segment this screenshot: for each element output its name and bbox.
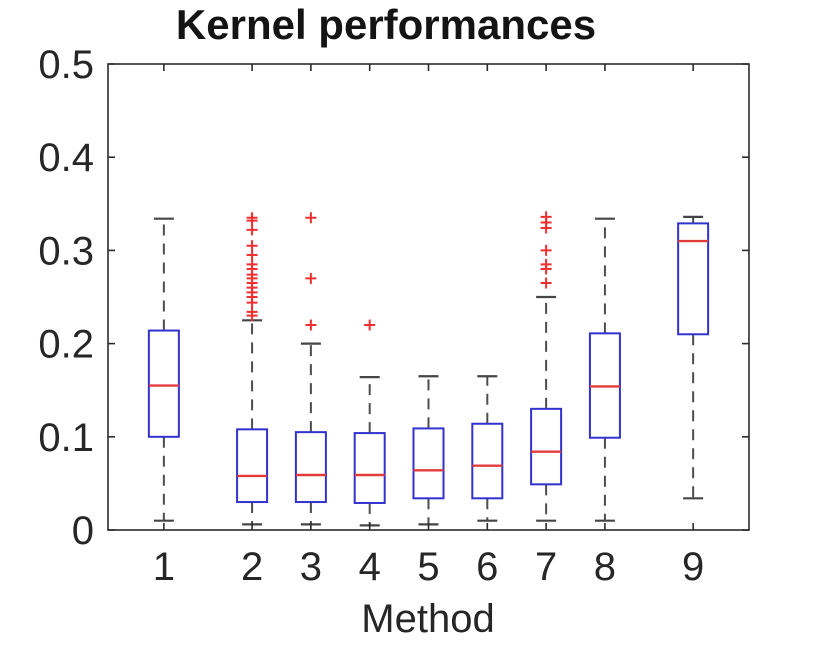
outlier-marker [246,249,258,261]
x-tick-label: 6 [476,545,498,589]
box-group-1 [147,217,180,522]
chart-title: Kernel performances [175,1,597,48]
outlier-marker [540,222,552,234]
x-tick-label: 7 [535,545,557,589]
iqr-box [294,431,327,504]
iqr-box [353,432,386,504]
box-group-7 [530,211,563,522]
outlier-marker [246,240,258,252]
y-tick-label: 0.3 [38,229,94,273]
x-axis-label: Method [361,597,495,641]
iqr-box [471,422,504,500]
x-tick-label: 8 [594,545,616,589]
outlier-marker [246,310,258,322]
box-group-2 [236,212,269,526]
outlier-marker [246,297,258,309]
y-tick-label: 0 [72,509,94,553]
box-group-3 [294,212,327,526]
outlier-marker [540,277,552,289]
x-tick-label: 1 [153,545,175,589]
box-group-8 [588,217,621,522]
y-tick-label: 0.1 [38,416,94,460]
y-tick-label: 0.5 [38,43,94,87]
x-tick-label: 9 [682,545,704,589]
iqr-box [412,427,445,500]
box-group-9 [677,215,710,500]
box-group-5 [412,375,445,526]
y-tick-label: 0.4 [38,136,94,180]
iqr-box [530,407,563,486]
outlier-marker [305,272,317,284]
x-tick-label: 2 [241,545,263,589]
iqr-box [236,428,269,504]
outlier-marker [246,224,258,236]
outlier-marker [305,212,317,224]
box-group-4 [353,319,386,527]
y-tick-label: 0.2 [38,323,94,367]
outlier-marker [364,319,376,331]
outlier-marker [540,263,552,275]
x-tick-label: 5 [417,545,439,589]
x-tick-label: 4 [359,545,381,589]
box-group-6 [471,375,504,522]
outlier-marker [540,244,552,256]
iqr-box [147,329,180,438]
iqr-box [677,222,710,336]
outlier-marker [246,215,258,227]
outlier-marker [305,319,317,331]
x-tick-label: 3 [300,545,322,589]
